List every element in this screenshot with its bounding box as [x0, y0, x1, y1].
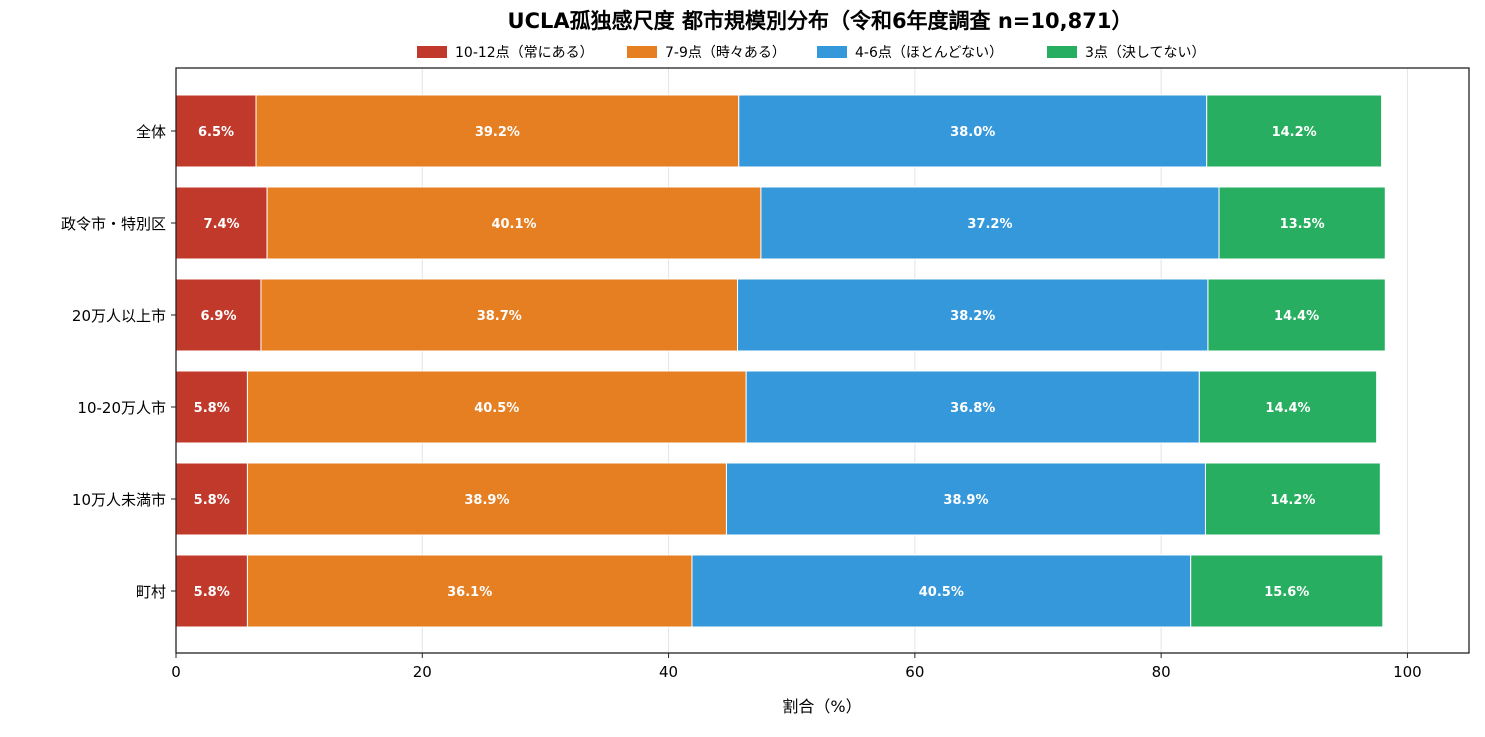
x-tick-label: 20 [413, 663, 432, 681]
data-label: 40.5% [919, 585, 964, 600]
bar-segment [175, 186, 268, 260]
bar-segment [1218, 186, 1386, 260]
chart-title: UCLA孤独感尺度 都市規模別分布（令和6年度調査 n=10,871） [508, 9, 1133, 33]
legend-label: 10-12点（常にある） [455, 45, 594, 61]
legend-label: 4-6点（ほとんどない） [855, 45, 1003, 61]
data-label: 36.1% [447, 585, 492, 600]
plot-frame [175, 67, 1470, 654]
data-label: 14.2% [1270, 493, 1315, 508]
bar-segment [266, 186, 762, 260]
data-label: 5.8% [194, 585, 230, 600]
x-axis-label: 割合（%） [782, 697, 861, 716]
x-tick-label: 100 [1393, 663, 1422, 681]
y-tick-label: 政令市・特別区 [61, 215, 166, 233]
bar-segment [691, 554, 1192, 628]
data-label: 38.9% [464, 493, 509, 508]
legend-swatch [817, 46, 847, 58]
data-label: 38.0% [950, 125, 995, 140]
bar-segment [175, 370, 248, 444]
y-tick-label: 10-20万人市 [77, 399, 166, 417]
bar-segment [1198, 370, 1378, 444]
data-label: 38.2% [950, 309, 995, 324]
legend: 10-12点（常にある） 7-9点（時々ある） 4-6点（ほとんどない） 3点（決して… [417, 45, 1206, 61]
data-label: 6.9% [200, 309, 236, 324]
y-tick-label: 町村 [136, 583, 166, 601]
data-label: 14.4% [1265, 401, 1310, 416]
x-tick-label: 40 [659, 663, 678, 681]
data-label: 6.5% [198, 125, 234, 140]
bar-segment [246, 462, 727, 536]
x-tick-label: 80 [1152, 663, 1171, 681]
bar-segment [1190, 554, 1384, 628]
legend-swatch [627, 46, 657, 58]
data-label: 38.7% [477, 309, 522, 324]
legend-swatch [1047, 46, 1077, 58]
legend-swatch [417, 46, 447, 58]
y-tick-label: 10万人未満市 [72, 491, 166, 509]
data-label: 14.2% [1272, 125, 1317, 140]
data-label: 40.1% [491, 217, 536, 232]
bar-segment [737, 278, 1209, 352]
bar-segment [175, 554, 248, 628]
bar-segment [760, 186, 1220, 260]
x-tick-label: 60 [905, 663, 924, 681]
bar-segment [1204, 462, 1381, 536]
x-tick-label: 0 [171, 663, 181, 681]
bar-segment [175, 94, 257, 168]
bar-segment [175, 462, 248, 536]
data-label: 5.8% [194, 493, 230, 508]
bar-segment [175, 278, 262, 352]
y-tick-label: 全体 [136, 123, 166, 141]
data-label: 7.4% [204, 217, 240, 232]
data-label: 39.2% [475, 125, 520, 140]
bar-segment [1206, 94, 1383, 168]
data-label: 14.4% [1274, 309, 1319, 324]
legend-label: 3点（決してない） [1085, 45, 1206, 61]
legend-label: 7-9点（時々ある） [665, 45, 786, 61]
bar-segment [260, 278, 739, 352]
data-label: 40.5% [474, 401, 519, 416]
bar-segment [738, 94, 1208, 168]
data-label: 38.9% [943, 493, 988, 508]
bar-segment [1207, 278, 1386, 352]
data-label: 5.8% [194, 401, 230, 416]
data-label: 15.6% [1264, 585, 1309, 600]
data-label: 13.5% [1280, 217, 1325, 232]
data-label: 37.2% [967, 217, 1012, 232]
bar-segment [246, 370, 747, 444]
data-label: 36.8% [950, 401, 995, 416]
y-tick-label: 20万人以上市 [72, 307, 166, 325]
